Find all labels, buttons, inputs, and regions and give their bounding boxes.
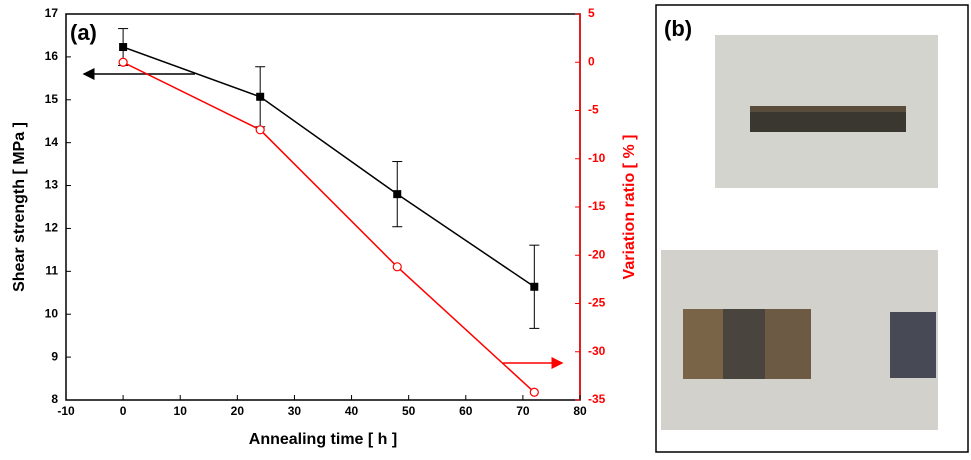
y2-tick-label: -30 (588, 344, 606, 358)
y-tick-label: 8 (51, 392, 58, 406)
marker (119, 43, 128, 52)
x-axis-label: Annealing time [ h ] (249, 431, 397, 448)
x-tick-label: 50 (402, 404, 416, 418)
sample-edge (750, 106, 906, 112)
y2-tick-label: -35 (588, 392, 606, 406)
marker (255, 125, 265, 135)
y-tick-label: 15 (45, 92, 59, 106)
y2-axis-label: Variation ratio [ % ] (621, 135, 638, 280)
y2-tick-label: 0 (588, 54, 595, 68)
series-line (122, 46, 535, 288)
x-tick-label: 10 (174, 404, 188, 418)
x-tick-label: 30 (288, 404, 302, 418)
y2-tick-label: -25 (588, 296, 606, 310)
y2-tick-label: -5 (588, 103, 599, 117)
sample-stripe (683, 309, 723, 379)
y-axis-label: Shear strength [ MPa ] (11, 122, 28, 292)
marker (393, 190, 402, 199)
marker (392, 262, 402, 272)
marker (118, 57, 128, 67)
panel-label: (b) (664, 16, 692, 41)
x-tick-label: 0 (120, 404, 127, 418)
y-tick-label: 14 (45, 135, 59, 149)
y-tick-label: 13 (45, 178, 59, 192)
marker (530, 282, 539, 291)
x-tick-label: -10 (57, 404, 75, 418)
marker (529, 387, 539, 397)
y2-tick-label: -15 (588, 199, 606, 213)
series-line (122, 61, 535, 393)
y-tick-label: 16 (45, 49, 59, 63)
y-tick-label: 9 (51, 349, 58, 363)
y-tick-label: 12 (45, 221, 59, 235)
sample (890, 312, 936, 378)
y2-tick-label: -10 (588, 151, 606, 165)
panel-label: (a) (70, 20, 97, 45)
x-tick-label: 20 (231, 404, 245, 418)
x-tick-label: 60 (459, 404, 473, 418)
x-tick-label: 80 (573, 404, 587, 418)
y2-tick-label: 5 (588, 6, 595, 20)
x-tick-label: 40 (345, 404, 359, 418)
y2-tick-label: -20 (588, 247, 606, 261)
y-tick-label: 17 (45, 6, 59, 20)
marker (256, 92, 265, 101)
sample-stripe (765, 309, 811, 379)
x-tick-label: 70 (516, 404, 530, 418)
y-tick-label: 11 (45, 264, 58, 278)
y-tick-label: 10 (45, 306, 59, 320)
